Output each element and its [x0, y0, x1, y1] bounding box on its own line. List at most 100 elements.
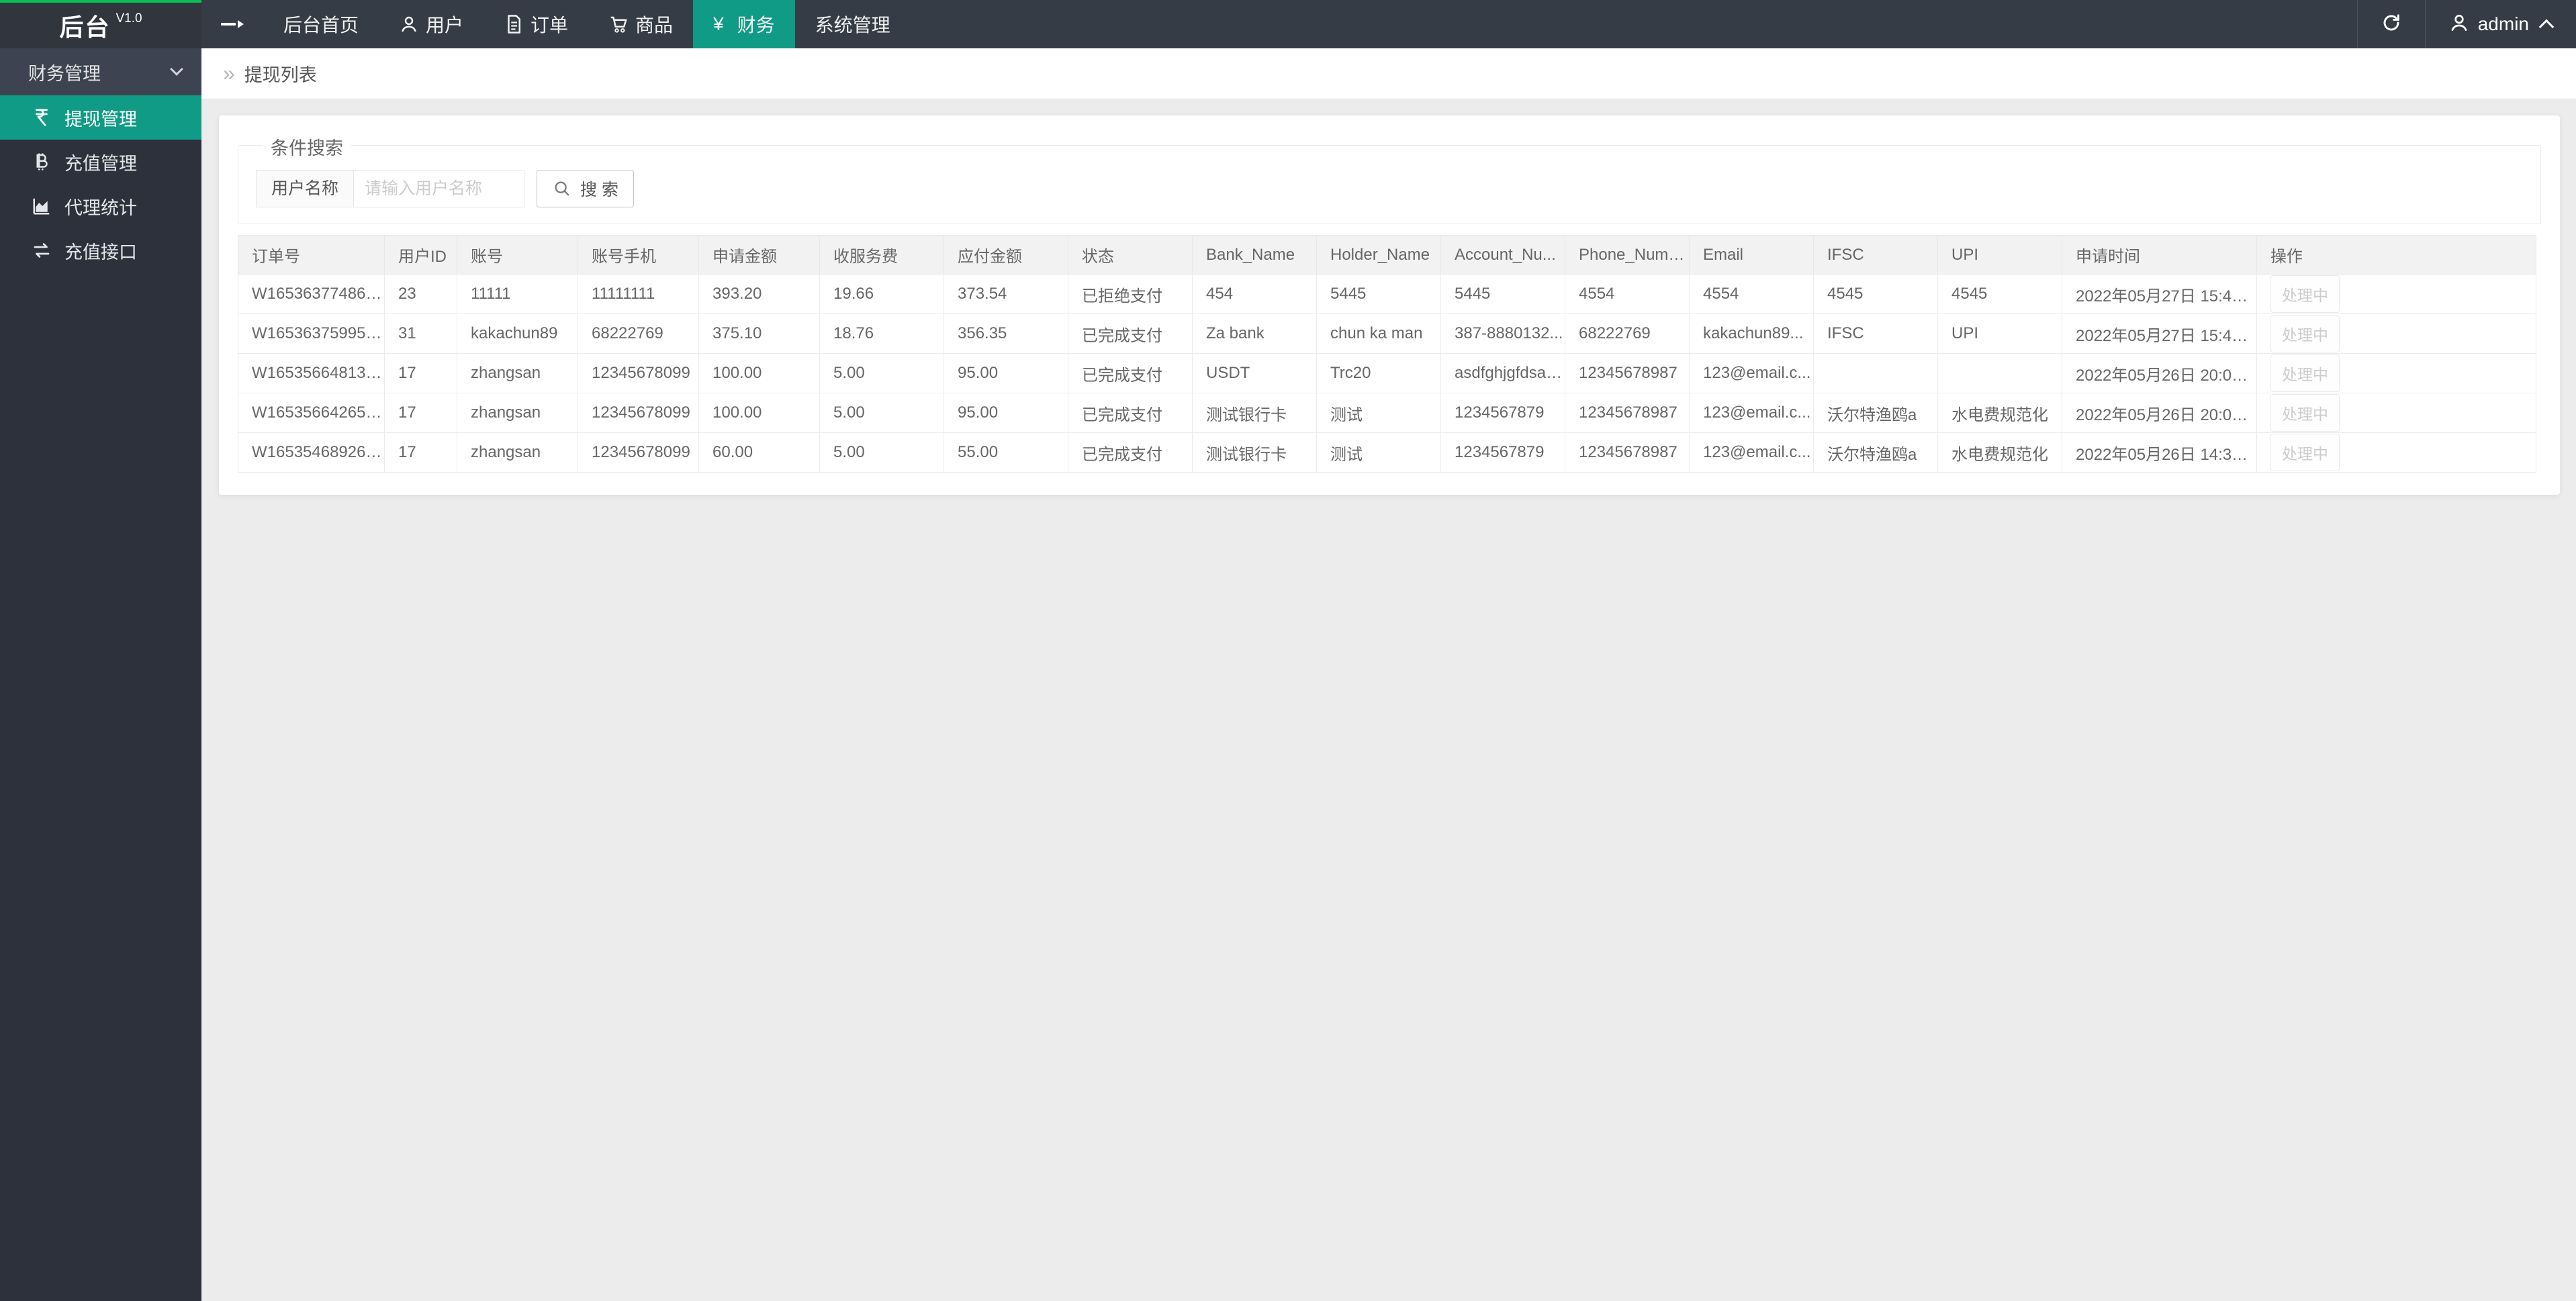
sidebar-item-1[interactable]: 充值管理 — [0, 140, 201, 184]
top-navbar: 后台 V1.0 后台首页 用户 订单 商品 ¥ 财务 系统管理 admin — [0, 0, 2576, 48]
cell-order_no: W165356648134531 — [238, 353, 385, 393]
top-menu: 后台首页 用户 订单 商品 ¥ 财务 系统管理 — [263, 0, 911, 48]
cell-payable_amount: 356.35 — [944, 314, 1068, 354]
cell-email: 123@email.c... — [1689, 353, 1814, 393]
processing-button[interactable]: 处理中 — [2270, 394, 2340, 432]
user-menu[interactable]: admin — [2426, 0, 2576, 48]
app-title: 后台 — [59, 13, 111, 41]
nav-item-2[interactable]: 订单 — [484, 0, 588, 48]
nav-item-4[interactable]: ¥ 财务 — [693, 0, 795, 48]
cell-service_fee: 5.00 — [819, 432, 944, 473]
cell-service_fee: 19.66 — [819, 274, 944, 314]
processing-button[interactable]: 处理中 — [2270, 275, 2340, 313]
refresh-button[interactable] — [2356, 0, 2426, 48]
chevron-down-icon — [170, 62, 183, 76]
cell-holder_name: 测试 — [1316, 393, 1441, 433]
sidebar-item-2[interactable]: 代理统计 — [0, 184, 201, 228]
search-button[interactable]: 搜 索 — [537, 170, 634, 207]
col-header-bank_name: Bank_Name — [1192, 235, 1317, 275]
cell-ifsc — [1813, 353, 1938, 393]
search-legend: 条件搜索 — [263, 134, 351, 160]
cell-payable_amount: 55.00 — [944, 432, 1068, 473]
sidebar-item-label: 提现管理 — [64, 109, 137, 130]
page-title: 提现列表 — [244, 65, 317, 85]
table-row: W16535664265561017zhangsan12345678099100… — [238, 393, 2536, 433]
cell-phone: 12345678099 — [578, 353, 699, 393]
status-badge: 已拒绝支付 — [1068, 274, 1193, 314]
cell-bank_name: USDT — [1192, 353, 1317, 393]
username-search-input[interactable] — [354, 170, 525, 207]
cell-user_id: 17 — [384, 353, 457, 393]
exchange-icon — [28, 240, 55, 260]
processing-button[interactable]: 处理中 — [2270, 315, 2340, 352]
cell-holder_name: Trc20 — [1316, 353, 1441, 393]
col-header-status: 状态 — [1068, 235, 1193, 275]
navbar-right: admin — [2356, 0, 2576, 48]
cell-upi: 水电费规范化 — [1937, 432, 2062, 473]
search-icon — [555, 181, 569, 196]
list-card: 条件搜索 用户名称 搜 索 订单号用户ID账号账号手机申请金额收服务费应付金额状… — [219, 115, 2560, 495]
cell-action: 处理中 — [2256, 274, 2536, 314]
cell-apply_amount: 393.20 — [698, 274, 820, 314]
cell-phone: 12345678099 — [578, 432, 699, 473]
cell-phone: 68222769 — [578, 314, 699, 354]
cell-apply_amount: 375.10 — [698, 314, 820, 354]
nav-item-label: 财务 — [737, 15, 775, 36]
cell-account: 11111 — [457, 274, 578, 314]
cell-account_number: 5445 — [1440, 274, 1565, 314]
cell-phone: 12345678099 — [578, 393, 699, 433]
col-header-email: Email — [1689, 235, 1814, 275]
status-badge: 已完成支付 — [1068, 314, 1193, 354]
cell-holder_name: chun ka man — [1316, 314, 1441, 354]
cell-account: zhangsan — [457, 432, 578, 473]
cell-payable_amount: 373.54 — [944, 274, 1068, 314]
nav-item-1[interactable]: 用户 — [379, 0, 484, 48]
processing-button[interactable]: 处理中 — [2270, 434, 2340, 471]
cell-phone: 11111111 — [578, 274, 699, 314]
col-header-user_id: 用户ID — [384, 235, 457, 275]
cell-upi: 4545 — [1937, 274, 2062, 314]
nav-item-label: 订单 — [531, 15, 569, 36]
table-header-row: 订单号 用户ID 账号 账号手机 申请金额 收服务费 应付金额 状态 Bank_Name Hold… — [238, 235, 2536, 275]
cell-apply_amount: 100.00 — [698, 393, 820, 433]
nav-item-3[interactable]: 商品 — [588, 0, 693, 48]
sidebar-collapse-button[interactable] — [201, 0, 263, 48]
username-field-label: 用户名称 — [256, 170, 355, 207]
status-badge: 已完成支付 — [1068, 393, 1193, 433]
cell-apply_time: 2022年05月27日 15:46:39 — [2062, 314, 2257, 354]
user-icon — [399, 14, 419, 34]
username-label: admin — [2477, 13, 2529, 34]
cell-account: zhangsan — [457, 353, 578, 393]
cell-upi — [1937, 353, 2062, 393]
cell-account: kakachun89 — [457, 314, 578, 354]
table-row: W16536375995435931kakachun8968222769375.… — [238, 314, 2536, 354]
chevron-up-icon — [2538, 19, 2555, 35]
sidebar-item-3[interactable]: 充值接口 — [0, 228, 201, 273]
app-logo: 后台 V1.0 — [0, 0, 201, 48]
nav-item-label: 后台首页 — [283, 15, 359, 36]
cell-account_number: 1234567879 — [1440, 432, 1565, 473]
sidebar-group-finance[interactable]: 财务管理 — [0, 48, 201, 95]
col-header-account_number: Account_Nu... — [1440, 235, 1565, 275]
col-header-holder_name: Holder_Name — [1316, 235, 1441, 275]
sidebar-item-0[interactable]: 提现管理 — [0, 95, 201, 140]
nav-item-label: 系统管理 — [815, 15, 890, 36]
rupee-icon — [28, 107, 55, 128]
col-header-phone: 账号手机 — [578, 235, 699, 275]
cell-bank_name: 测试银行卡 — [1192, 432, 1317, 473]
bitcoin-icon — [28, 152, 55, 172]
cell-action: 处理中 — [2256, 353, 2536, 393]
cell-ifsc: IFSC — [1813, 314, 1938, 354]
status-badge: 已完成支付 — [1068, 432, 1193, 473]
nav-item-5[interactable]: 系统管理 — [795, 0, 911, 48]
hamburger-icon — [221, 20, 244, 28]
col-header-apply_time: 申请时间 — [2062, 235, 2257, 275]
nav-item-0[interactable]: 后台首页 — [263, 0, 379, 48]
app-version: V1.0 — [116, 11, 142, 26]
nav-item-label: 商品 — [635, 15, 674, 36]
cell-phone_number: 12345678987 — [1565, 432, 1690, 473]
cell-account_number: asdfghjgfdsas... — [1440, 353, 1565, 393]
processing-button[interactable]: 处理中 — [2270, 354, 2340, 392]
search-row: 用户名称 搜 索 — [256, 170, 2523, 207]
withdraw-table: 订单号 用户ID 账号 账号手机 申请金额 收服务费 应付金额 状态 Bank_Name Hold… — [238, 235, 2536, 473]
